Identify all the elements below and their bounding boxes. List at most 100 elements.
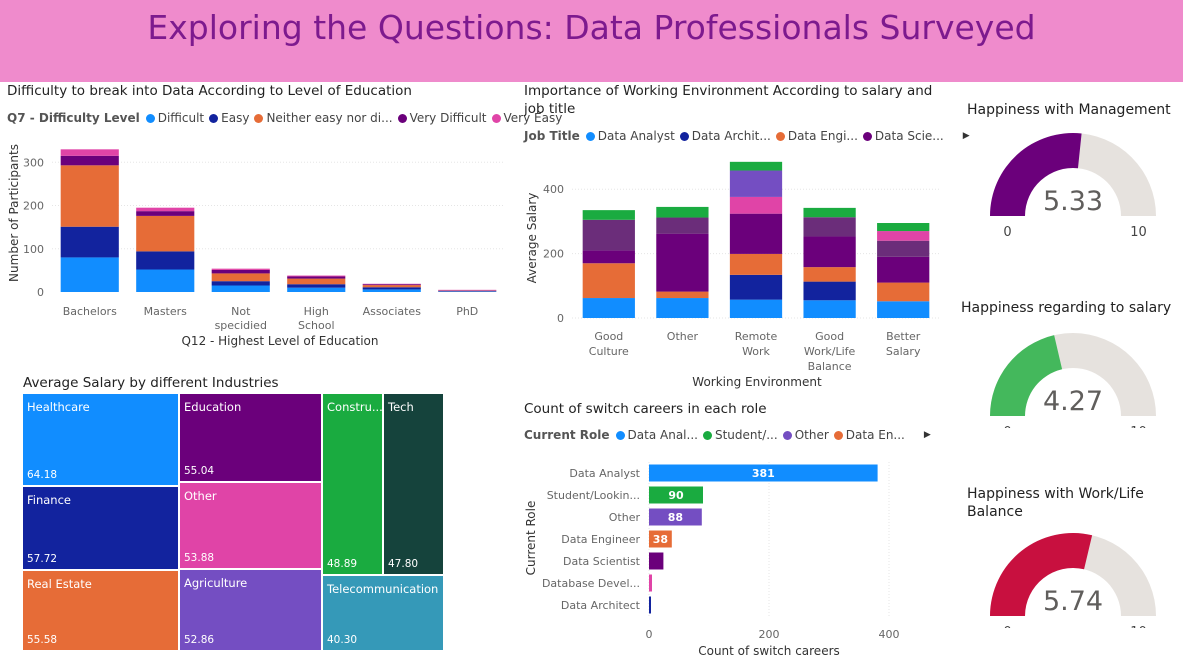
bar-segment[interactable] (60, 226, 119, 258)
legend-label: Very Easy (503, 111, 563, 125)
bar-segment[interactable] (362, 284, 421, 286)
bar[interactable] (649, 508, 702, 526)
legend-item[interactable]: Data Archit... (679, 129, 771, 143)
legend-item[interactable]: Very Difficult (397, 111, 487, 125)
bar[interactable] (649, 530, 672, 548)
bar-segment[interactable] (656, 298, 709, 318)
bar[interactable] (649, 596, 651, 614)
bar-segment[interactable] (877, 301, 930, 318)
legend-item[interactable]: Student/... (702, 428, 778, 442)
bar-segment[interactable] (803, 300, 856, 318)
bar-segment[interactable] (136, 251, 195, 270)
bar-segment[interactable] (582, 263, 635, 299)
bar-segment[interactable] (60, 149, 119, 156)
bar-segment[interactable] (729, 196, 783, 214)
treemap-tile[interactable]: Finance 57.72 (23, 487, 180, 571)
bar-segment[interactable] (877, 282, 930, 302)
bar-segment[interactable] (582, 298, 635, 318)
bar-segment[interactable] (729, 299, 783, 318)
tile-label: Telecommunication (327, 582, 439, 596)
bar-segment[interactable] (136, 211, 195, 216)
bar-segment[interactable] (287, 278, 346, 285)
bar[interactable] (649, 574, 652, 592)
bar-segment[interactable] (656, 217, 709, 234)
bar-segment[interactable] (211, 281, 270, 286)
legend-item[interactable]: Data Scie... (862, 129, 944, 143)
bar-segment[interactable] (656, 233, 709, 292)
legend-item[interactable]: Other (782, 428, 829, 442)
dashboard-title: Exploring the Questions: Data Profession… (147, 8, 1036, 47)
legend-item[interactable]: Neither easy nor di... (254, 111, 393, 125)
bar-segment[interactable] (582, 250, 635, 264)
bar-segment[interactable] (582, 210, 635, 220)
legend-item[interactable]: Data Analyst (585, 129, 675, 143)
gauge-min: 0 (1003, 425, 1011, 428)
bar-segment[interactable] (136, 215, 195, 252)
treemap-tile[interactable]: Tech 47.80 (384, 394, 445, 576)
bar-segment[interactable] (287, 287, 346, 292)
gauge-value: 5.74 (1043, 586, 1103, 617)
bar-segment[interactable] (656, 291, 709, 299)
bar-segment[interactable] (287, 284, 346, 288)
bar-segment[interactable] (803, 217, 856, 237)
bar-segment[interactable] (211, 273, 270, 282)
legend-item[interactable]: Data En... (833, 428, 905, 442)
bar-segment[interactable] (136, 269, 195, 292)
bar-segment[interactable] (136, 207, 195, 212)
bar-segment[interactable] (877, 231, 930, 241)
bar-segment[interactable] (656, 206, 709, 218)
bar-segment[interactable] (803, 267, 856, 282)
bar-segment[interactable] (60, 165, 119, 227)
bar-segment[interactable] (287, 275, 346, 277)
legend-item[interactable]: Very Easy (491, 111, 563, 125)
bar[interactable] (649, 552, 664, 570)
treemap-tile[interactable]: Agriculture 52.86 (180, 570, 323, 652)
treemap-tile[interactable]: Constru... 48.89 (323, 394, 384, 576)
tile-label: Real Estate (27, 577, 92, 591)
legend-scroll-right-icon[interactable]: ▶ (962, 131, 970, 141)
bar-segment[interactable] (211, 268, 270, 270)
treemap-tile[interactable]: Real Estate 55.58 (23, 571, 180, 652)
legend-item[interactable]: Difficult (145, 111, 204, 125)
legend-item[interactable]: Data Engi... (775, 129, 858, 143)
gauge-fill[interactable] (990, 335, 1063, 416)
gauge-fill[interactable] (990, 533, 1093, 616)
bar-segment[interactable] (362, 285, 421, 288)
bar-segment[interactable] (803, 281, 856, 301)
bar-segment[interactable] (729, 170, 783, 197)
tile-label: Education (184, 400, 242, 414)
bar-segment[interactable] (362, 287, 421, 290)
bar-segment[interactable] (211, 285, 270, 292)
bar-segment[interactable] (362, 289, 421, 292)
bar[interactable] (649, 464, 878, 482)
bar-segment[interactable] (877, 223, 930, 232)
bar-segment[interactable] (803, 207, 856, 218)
bar-segment[interactable] (582, 219, 635, 251)
legend-item[interactable]: Data Anal... (615, 428, 698, 442)
bar-segment[interactable] (877, 256, 930, 283)
treemap-tile[interactable]: Telecommunication 40.30 (323, 576, 445, 652)
treemap-tile[interactable]: Healthcare 64.18 (23, 394, 180, 487)
x-tick-label: Culture (589, 345, 629, 358)
bar-segment[interactable] (803, 236, 856, 268)
legend-item[interactable]: Easy (209, 111, 249, 125)
tile-value: 55.58 (27, 634, 58, 646)
bar-segment[interactable] (287, 276, 346, 279)
bar[interactable] (649, 486, 703, 504)
bar-segment[interactable] (877, 240, 930, 257)
bar-segment[interactable] (729, 161, 783, 171)
bar-segment[interactable] (729, 253, 783, 275)
bar-segment[interactable] (211, 269, 270, 274)
tile-value: 64.18 (27, 469, 58, 481)
treemap-tile[interactable]: Education 55.04 (180, 394, 323, 483)
treemap-tile[interactable]: Other 53.88 (180, 483, 323, 570)
gauge-fill[interactable] (990, 132, 1082, 216)
x-tick-label: Not (231, 305, 251, 318)
bar-segment[interactable] (60, 257, 119, 292)
bar-segment[interactable] (60, 155, 119, 166)
tile-label: Tech (388, 400, 414, 414)
y-axis-title: Average Salary (525, 193, 539, 284)
bar-segment[interactable] (729, 213, 783, 254)
legend-scroll-right-icon[interactable]: ▶ (923, 430, 931, 440)
bar-segment[interactable] (729, 274, 783, 300)
